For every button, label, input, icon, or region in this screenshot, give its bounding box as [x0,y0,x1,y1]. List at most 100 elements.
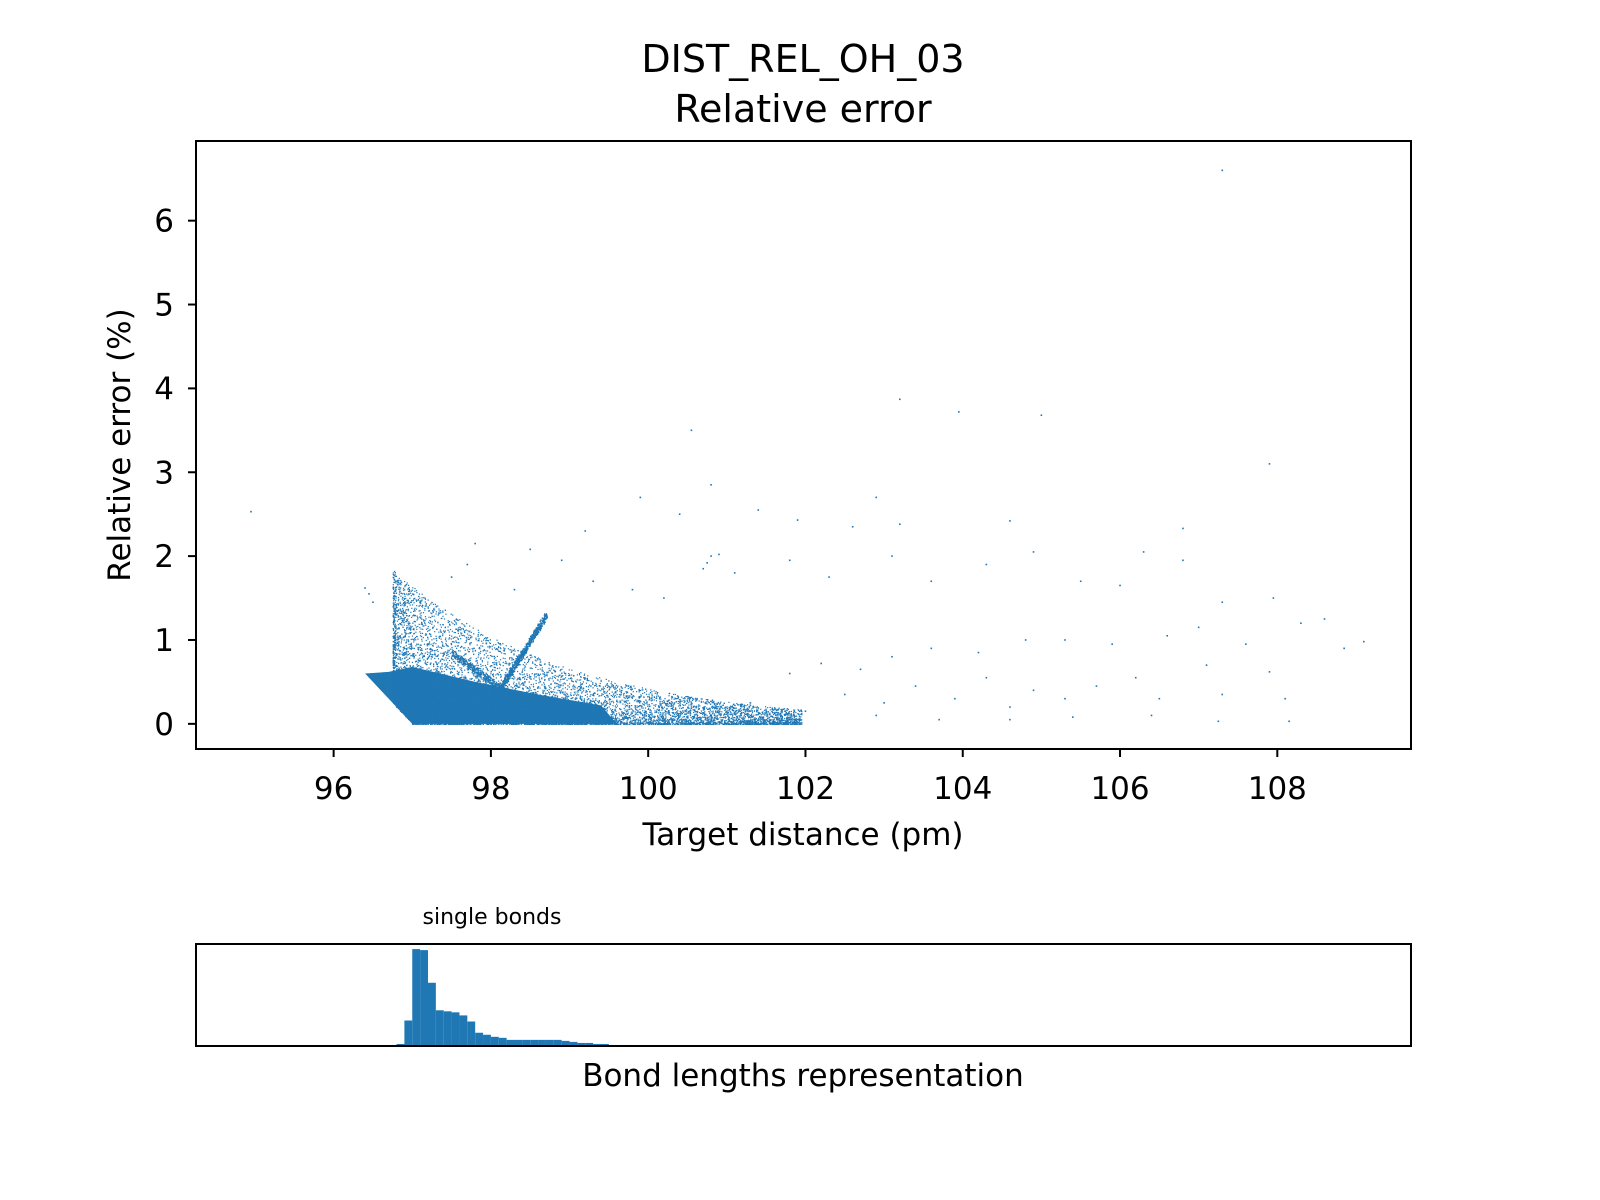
scatter-dense-point [790,719,792,721]
scatter-dense-point [573,709,576,711]
scatter-dense-point [724,709,726,712]
scatter-dense-point [551,666,553,668]
scatter-dense-point [416,600,418,602]
scatter-dense-point [764,719,766,721]
scatter-dense-point [768,720,770,722]
scatter-dense-point [790,714,792,716]
scatter-dense-point [449,714,451,717]
scatter-dense-point [481,659,483,662]
scatter-dense-point [609,708,612,710]
scatter-dense-point [692,715,694,718]
scatter-dense-point [565,702,567,704]
scatter-dense-point [651,696,653,699]
scatter-dense-point [408,632,411,634]
scatter-dense-point [675,700,677,703]
scatter-dense-point [425,722,427,724]
scatter-dense-point [507,686,509,688]
scatter-point [474,542,476,545]
scatter-dense-point [395,666,397,668]
scatter-dense-point [569,723,571,725]
scatter-dense-point [415,666,417,668]
scatter-dense-point [409,664,411,667]
scatter-dense-point [626,723,628,726]
scatter-dense-point [476,644,478,646]
scatter-dense-point [471,636,473,638]
scatter-dense-point [535,673,537,675]
scatter-dense-point [453,678,455,680]
scatter-dense-point [397,653,399,655]
scatter-dense-point [442,630,445,632]
scatter-dense-point [396,620,399,622]
scatter-dense-point [550,707,552,709]
scatter-dense-point [423,625,425,627]
scatter-dense-point [724,707,726,710]
scatter-dense-point [407,651,409,653]
scatter-dense-point [711,719,713,722]
scatter-dense-point [395,625,397,627]
scatter-dense-point [483,702,485,705]
scatter-dense-point [405,642,407,644]
scatter-dense-point [780,721,782,723]
scatter-dense-point [465,697,468,699]
scatter-dense-point [399,583,401,585]
scatter-dense-point [554,695,556,697]
scatter-dense-point [767,715,769,717]
scatter-dense-point [497,698,499,700]
scatter-dense-point [534,697,536,700]
scatter-dense-point [425,628,428,630]
scatter-dense-point [740,722,743,724]
scatter-dense-point [494,657,496,659]
scatter-dense-point [428,673,430,676]
scatter-dense-point [497,641,499,644]
scatter-dense-point [406,593,408,595]
scatter-dense-point [413,614,415,616]
scatter-dense-point [558,720,561,722]
scatter-dense-point [464,677,466,679]
scatter-dense-point [758,712,760,715]
scatter-dense-point [742,712,744,714]
scatter-dense-point [479,681,482,683]
scatter-dense-point [601,695,603,697]
scatter-dense-point [570,713,572,715]
scatter-dense-point [768,720,770,722]
scatter-dense-point [396,686,398,689]
scatter-dense-point [473,718,475,720]
scatter-dense-point [619,720,622,723]
scatter-dense-point [396,610,399,613]
scatter-dense-point [433,664,435,666]
scatter-dense-point [639,699,641,702]
scatter-dense-point [489,654,492,657]
scatter-dense-point [444,630,446,632]
scatter-dense-point [531,667,533,670]
scatter-point [851,525,854,528]
scatter-point [1064,639,1066,641]
scatter-dense-point [494,713,496,715]
scatter-dense-point [478,652,480,654]
scatter-dense-point [429,680,431,683]
scatter-dense-point [686,720,688,722]
scatter-dense-point [441,711,443,713]
scatter-point [899,523,901,526]
scatter-dense-point [614,714,617,717]
scatter-dense-point [517,670,519,673]
scatter-dense-point [644,718,646,720]
scatter-dense-point [421,606,424,608]
scatter-dense-point [630,685,632,687]
scatter-dense-point [662,720,664,722]
scatter-dense-point [396,633,398,635]
scatter-dense-point [679,723,682,725]
scatter-dense-point [680,720,683,723]
scatter-dense-point [561,692,564,694]
scatter-dense-point [651,712,653,714]
scatter-dense-point [479,687,481,689]
scatter-dense-point [518,704,521,706]
scatter-dense-point [432,609,434,612]
scatter-point [372,601,374,604]
scatter-dense-point [554,691,556,693]
scatter-dense-point [393,648,395,650]
scatter-dense-point [450,705,453,707]
scatter-dense-point [503,700,505,703]
scatter-dense-point [512,649,515,652]
scatter-dense-point [454,695,456,697]
scatter-dense-point [698,717,700,719]
